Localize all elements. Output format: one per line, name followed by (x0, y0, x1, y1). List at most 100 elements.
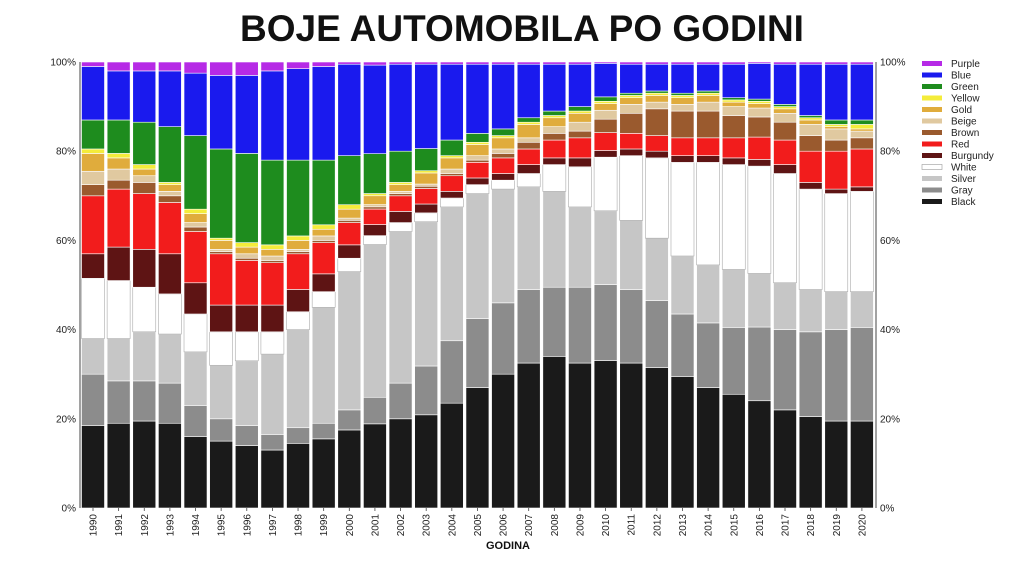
bar-segment-brown-2006 (491, 153, 515, 159)
x-tick-label: 2009 (575, 514, 586, 537)
bar-segment-yellow-1992 (132, 164, 157, 170)
bar-segment-red-2000 (337, 222, 362, 246)
bar-segment-blue-2008 (542, 63, 567, 112)
bar-segment-gold-2003 (414, 172, 438, 185)
bar-segment-gray-2018 (798, 331, 823, 417)
bar-segment-green-2001 (363, 153, 387, 194)
bar-segment-silver-2020 (850, 291, 874, 328)
x-tick-label: 2020 (857, 514, 868, 537)
bar-segment-brown-2009 (568, 130, 592, 139)
bar-segment-gray-1993 (158, 382, 182, 424)
bar-segment-yellow-2002 (388, 182, 413, 185)
legend-swatch-red (922, 141, 942, 147)
bar-segment-green-2002 (388, 150, 413, 183)
bar-segment-brown-2020 (850, 137, 874, 150)
bar-segment-brown-2012 (645, 108, 669, 136)
bar-segment-blue-2004 (440, 63, 464, 141)
bar-segment-blue-2010 (593, 63, 618, 98)
bar-segment-gold-1990 (81, 153, 105, 172)
bar-segment-brown-2003 (414, 185, 438, 189)
bar-segment-blue-1990 (81, 66, 105, 121)
bar-segment-black-2016 (747, 400, 772, 509)
bar-segment-green-1997 (260, 159, 285, 246)
bar-segment-gold-1997 (260, 249, 285, 257)
bar-segment-silver-1992 (132, 331, 157, 382)
x-tick-label: 1997 (268, 514, 279, 537)
legend-label-yellow: Yellow (951, 94, 980, 105)
bar-segment-green-2007 (516, 117, 541, 123)
bar-segment-brown-2014 (696, 110, 720, 139)
x-tick-label: 2010 (601, 514, 612, 537)
bar-segment-burgundy-2010 (593, 150, 618, 158)
bar-segment-blue-2017 (773, 63, 797, 105)
bar-segment-green-2012 (645, 90, 669, 94)
bar-segment-green-1996 (234, 153, 259, 243)
bar-segment-beige-2011 (619, 104, 644, 114)
bar-segment-burgundy-1999 (311, 273, 336, 292)
bar-segment-green-1995 (209, 148, 233, 239)
bar-segment-blue-1998 (286, 68, 310, 161)
bar-segment-yellow-2018 (798, 117, 823, 121)
y-tick-label-right: 20% (880, 414, 900, 425)
bar-segment-gold-1994 (183, 213, 208, 223)
bar-segment-black-1994 (183, 436, 208, 509)
bar-segment-red-2002 (388, 195, 413, 212)
x-tick-label: 1999 (319, 514, 330, 537)
bar-segment-purple-2014 (696, 61, 720, 65)
bar-segment-purple-1997 (260, 61, 285, 72)
bar-segment-black-2000 (337, 429, 362, 509)
bar-segment-white-1993 (158, 293, 182, 335)
bar-segment-gold-2008 (542, 117, 567, 127)
bar-segment-yellow-1997 (260, 244, 285, 250)
bar-segment-white-2005 (465, 184, 490, 194)
bar-segment-yellow-2013 (670, 95, 695, 98)
bar-segment-green-2015 (721, 97, 746, 101)
bar-segment-gray-2002 (388, 382, 413, 420)
bar-segment-purple-2002 (388, 61, 413, 65)
bar-segment-silver-2011 (619, 220, 644, 290)
bar-segment-gold-2001 (363, 195, 387, 205)
bar-segment-silver-2007 (516, 186, 541, 290)
bar-segment-yellow-2008 (542, 115, 567, 119)
bar-segment-purple-2003 (414, 61, 438, 65)
bar-segment-burgundy-1995 (209, 304, 233, 333)
bar-segment-gold-2011 (619, 97, 644, 105)
bar-segment-silver-1995 (209, 364, 233, 420)
bar-segment-purple-2009 (568, 61, 592, 65)
bar-segment-black-2014 (696, 387, 720, 509)
bar-segment-gray-2000 (337, 409, 362, 431)
x-tick-label: 2004 (447, 514, 458, 537)
bar-segment-green-1992 (132, 121, 157, 165)
legend-label-gray: Gray (951, 186, 973, 197)
bar-segment-beige-2004 (440, 168, 464, 174)
bar-segment-gold-2019 (824, 126, 849, 130)
bar-segment-purple-2005 (465, 61, 490, 65)
x-tick-label: 1991 (114, 514, 125, 537)
bar-segment-gold-1992 (132, 168, 157, 177)
bar-segment-burgundy-2018 (798, 182, 823, 190)
bar-segment-beige-2020 (850, 130, 874, 139)
bar-segment-gold-1999 (311, 228, 336, 237)
bar-segment-blue-2000 (337, 63, 362, 156)
bar-segment-purple-2012 (645, 61, 669, 65)
bar-segment-gold-2002 (388, 184, 413, 192)
bar-segment-gold-2017 (773, 108, 797, 114)
bar-segment-silver-2009 (568, 206, 592, 288)
bar-segment-beige-2019 (824, 128, 849, 141)
bar-segment-yellow-2019 (824, 124, 849, 127)
x-tick-label: 1996 (242, 514, 253, 537)
bar-segment-gold-1998 (286, 240, 310, 250)
bar-segment-black-2008 (542, 356, 567, 509)
bar-segment-brown-1990 (81, 184, 105, 197)
bar-segment-red-2016 (747, 136, 772, 160)
x-tick-label: 1993 (165, 514, 176, 537)
bar-segment-green-1990 (81, 119, 105, 150)
bar-segment-gray-2010 (593, 284, 618, 361)
bar-segment-purple-1999 (311, 61, 336, 67)
bar-segment-brown-1997 (260, 260, 285, 264)
legend-swatch-burgundy (922, 153, 942, 158)
bar-segment-green-2003 (414, 148, 438, 172)
bar-segment-blue-1992 (132, 70, 157, 123)
bar-segment-blue-2005 (465, 63, 490, 134)
x-tick-label: 2011 (627, 514, 638, 536)
